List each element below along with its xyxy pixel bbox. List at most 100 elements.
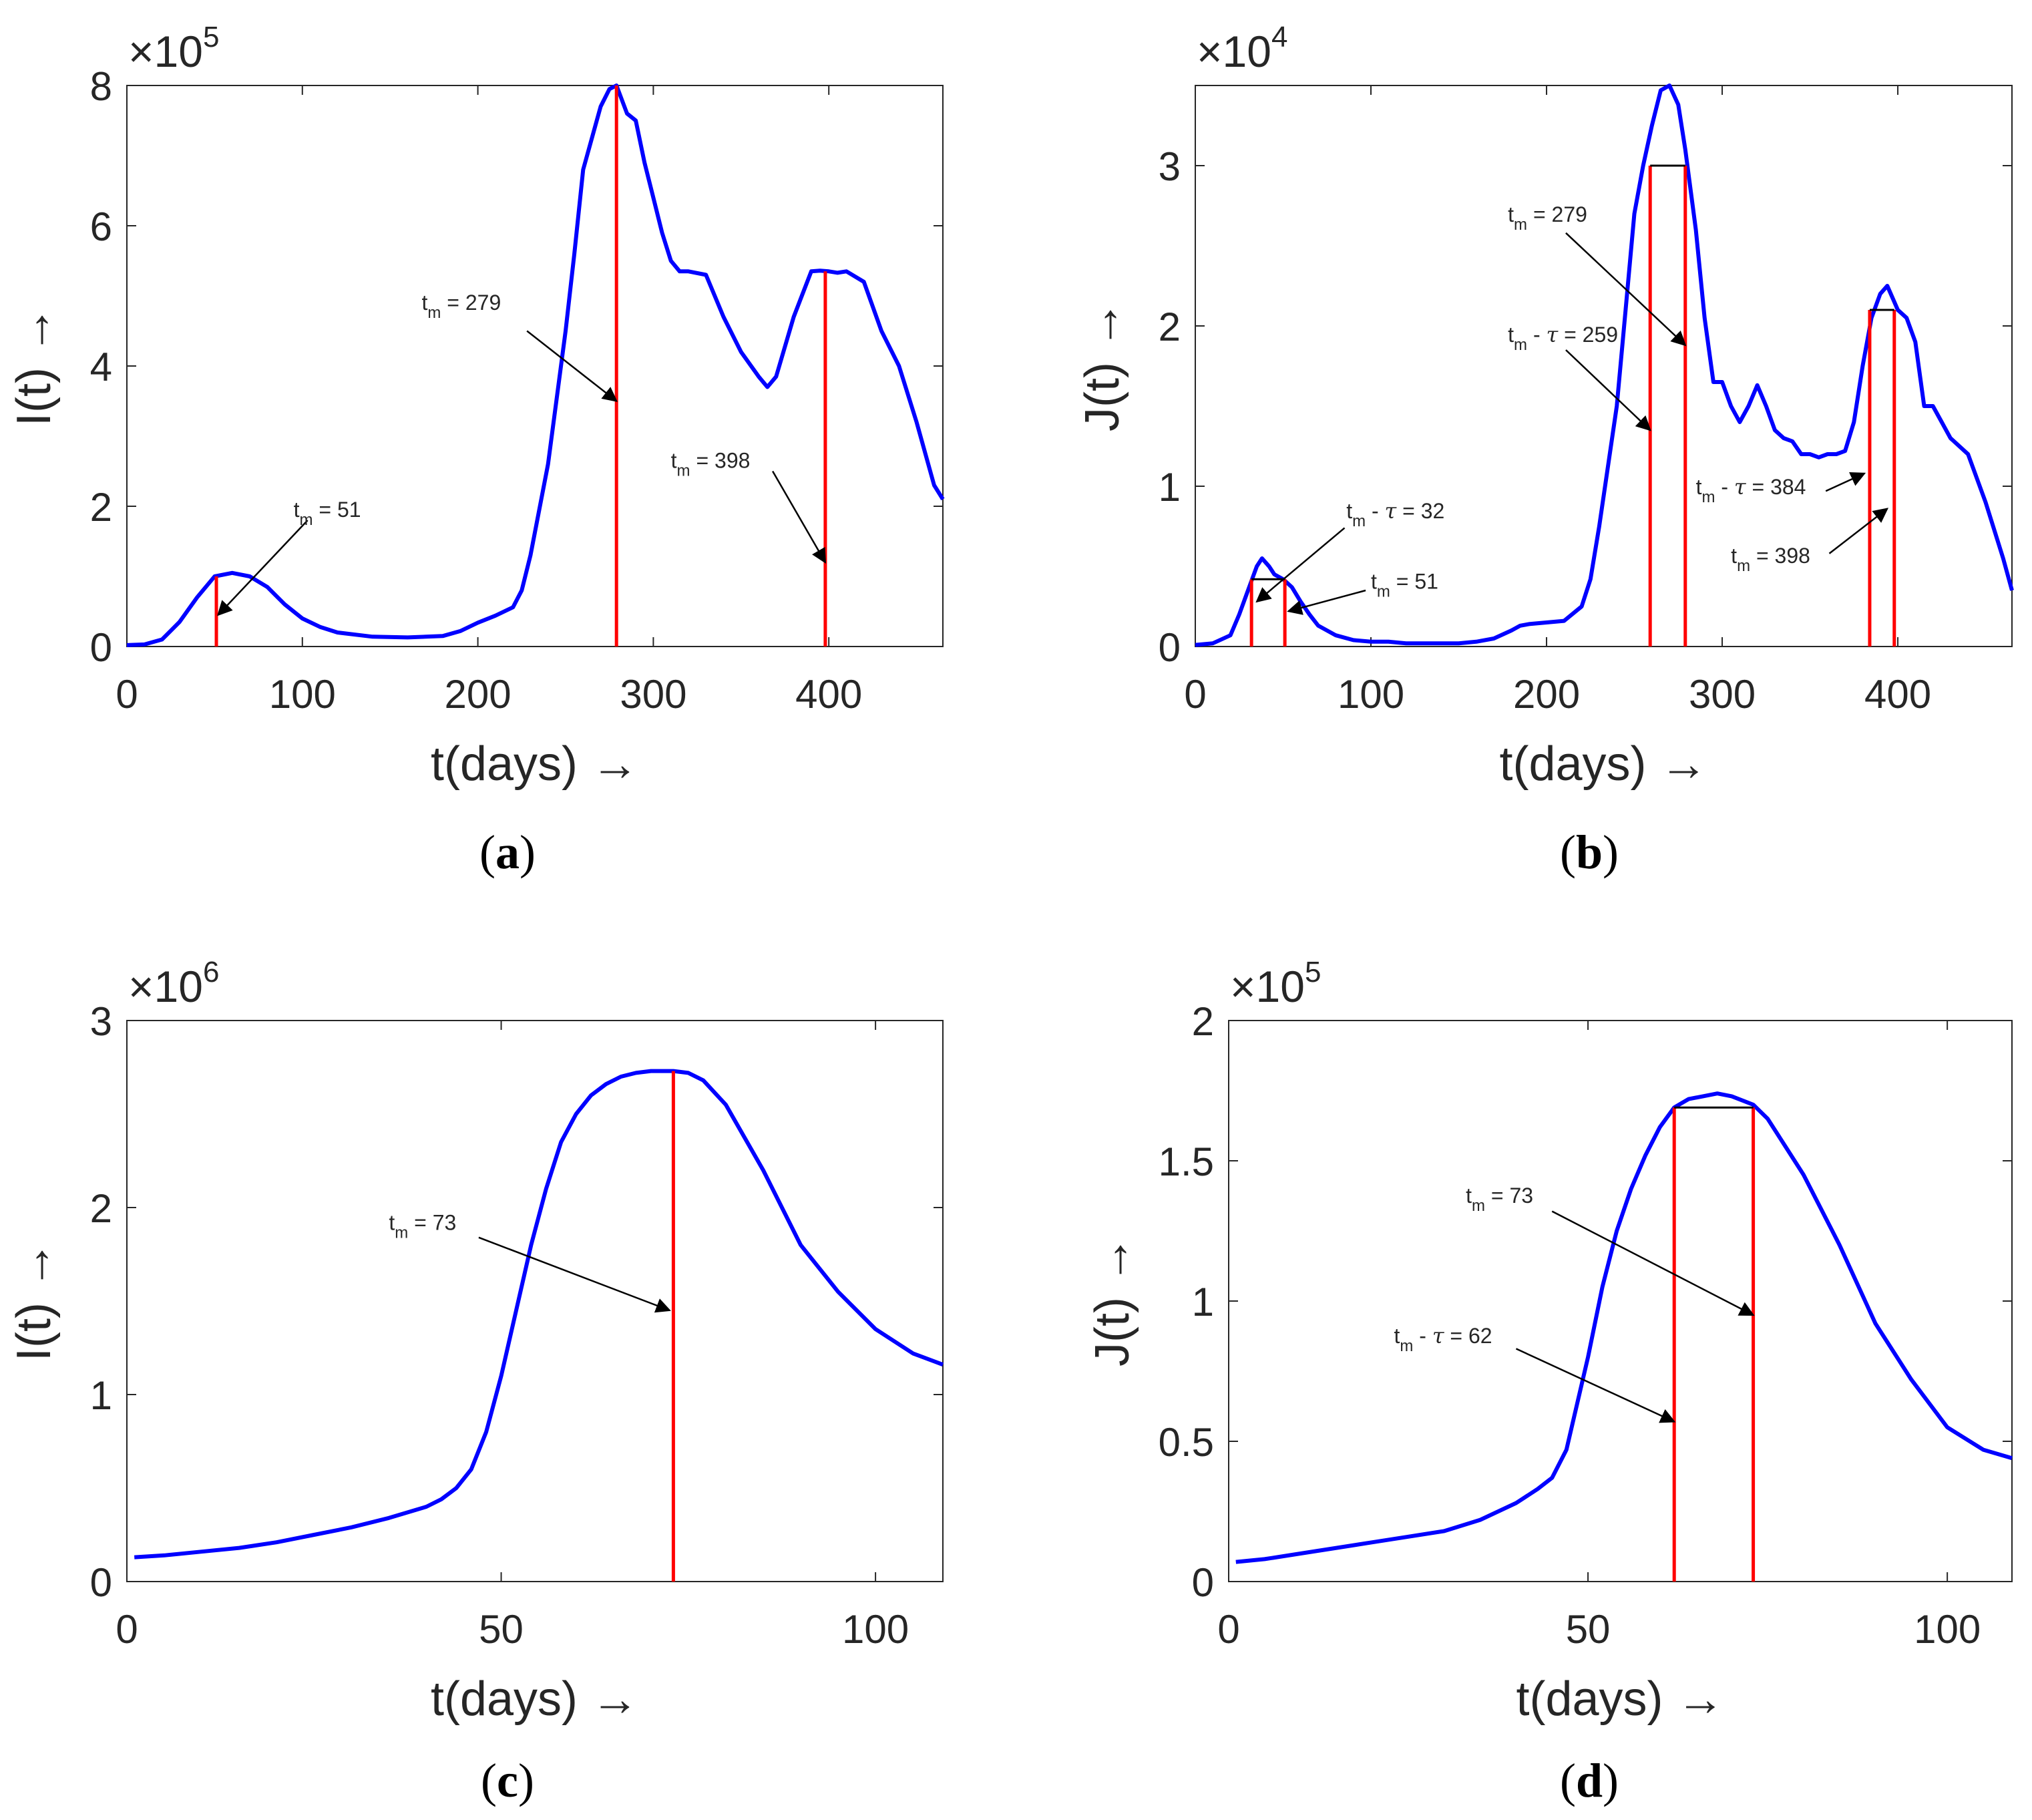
x-tick-label: 0	[116, 1607, 138, 1652]
annotation-value: = 384	[1746, 475, 1806, 499]
annotation-arrow	[772, 470, 827, 564]
caption-open: (	[1560, 1754, 1576, 1807]
caption-letter: c	[497, 1754, 518, 1807]
panel-caption: (a)	[479, 826, 536, 879]
annotation-minus: -	[1527, 323, 1546, 347]
annotation-sub: m	[1472, 1197, 1485, 1215]
annotation-base: t	[389, 1211, 395, 1235]
x-tick-label: 300	[620, 672, 686, 717]
annotation-sub: m	[1377, 583, 1390, 601]
annotation-label: tm = 398	[1731, 544, 1810, 575]
annotation-sub: m	[300, 511, 313, 529]
x-tick-label: 100	[842, 1607, 909, 1652]
y-axis-label: I(t) →	[7, 1241, 61, 1361]
exponent-label: ×105	[1230, 956, 1321, 1011]
exponent-base: ×10	[1230, 962, 1305, 1011]
annotation-base: t	[1696, 475, 1702, 499]
x-tick-label: 0	[116, 672, 138, 717]
annotation-base: t	[1346, 499, 1352, 523]
annotation-arrow	[1255, 527, 1346, 603]
y-tick-label: 1	[90, 1373, 112, 1418]
x-tick-label: 200	[1513, 672, 1580, 717]
plot-box	[126, 1020, 944, 1582]
x-axis-label: t(days) →	[1499, 737, 1707, 791]
annotation-minus: -	[1715, 475, 1734, 499]
x-axis-label: t(days) →	[431, 737, 639, 791]
y-tick-label: 2	[90, 485, 112, 530]
annotation-label: tm = 398	[671, 448, 751, 480]
y-tick-label: 0	[1159, 625, 1181, 670]
y-tick-label: 8	[90, 64, 112, 109]
x-tick-label: 300	[1689, 672, 1756, 717]
panel-d: 0 50 100 0 0.5 1 1.5 2 ×105 t(days) → J(t) → (d) tm …	[1086, 956, 2013, 1807]
annotation-base: t	[294, 498, 300, 522]
annotation-minus: -	[1366, 499, 1384, 523]
exponent-power: 6	[203, 956, 219, 988]
annotation-tau: τ	[1546, 322, 1559, 347]
annotation-label: tm - τ = 259	[1508, 322, 1618, 354]
plot-box	[1228, 1020, 2013, 1582]
caption-letter: a	[495, 826, 520, 879]
annotation-label: tm = 73	[1466, 1184, 1533, 1215]
panel-caption: (c)	[481, 1754, 534, 1807]
annotation-minus: -	[1413, 1324, 1432, 1348]
y-tick-label: 1.5	[1159, 1139, 1214, 1184]
caption-close: )	[520, 826, 536, 879]
caption-letter: b	[1576, 826, 1603, 879]
y-tick-label: 6	[90, 204, 112, 249]
x-axis-label: t(days) →	[1516, 1672, 1724, 1726]
annotation-sub: m	[677, 462, 690, 480]
y-tick-label: 0.5	[1159, 1420, 1214, 1465]
annotation-value: = 32	[1396, 499, 1444, 523]
y-axis-label: J(t) →	[1076, 301, 1129, 431]
exponent-base: ×10	[1197, 27, 1271, 76]
annotation-base: t	[1731, 544, 1737, 568]
plot-box	[126, 85, 944, 647]
x-tick-label: 100	[1914, 1607, 1981, 1652]
annotation-base: t	[1508, 202, 1514, 226]
annotation-sub: m	[1701, 488, 1715, 506]
annotation-arrow	[1551, 1210, 1755, 1316]
annotation-arrow	[1515, 1348, 1676, 1423]
exponent-power: 5	[1305, 956, 1321, 988]
annotation-value: = 279	[441, 291, 501, 315]
exponent-label: ×104	[1197, 21, 1287, 76]
annotation-value: = 73	[1485, 1184, 1533, 1208]
plot-box	[1195, 85, 2013, 647]
y-tick-label: 0	[1192, 1560, 1214, 1605]
caption-close: )	[518, 1754, 534, 1807]
annotation-arrow	[1287, 589, 1366, 615]
annotation-tau: τ	[1734, 474, 1747, 500]
caption-close: )	[1603, 826, 1619, 879]
annotation-sub: m	[1514, 216, 1527, 234]
exponent-power: 5	[203, 21, 219, 53]
annotation-value: = 51	[1390, 570, 1438, 594]
caption-close: )	[1603, 1754, 1619, 1807]
series-line	[126, 83, 945, 647]
annotation-arrow	[217, 520, 309, 616]
annotation-base: t	[421, 291, 427, 315]
y-tick-label: 1	[1159, 465, 1181, 510]
exponent-power: 4	[1271, 21, 1287, 53]
panel-c: 0 50 100 0 1 2 3 ×106 t(days) → I(t) → (c) tm = 73	[7, 956, 944, 1807]
caption-open: (	[479, 826, 495, 879]
y-axis-label: J(t) →	[1086, 1236, 1139, 1367]
y-tick-label: 1	[1192, 1280, 1214, 1324]
annotation-sub: m	[427, 304, 441, 322]
y-tick-label: 3	[1159, 144, 1181, 189]
annotation-label: tm = 51	[294, 498, 361, 529]
annotation-value: = 51	[313, 498, 361, 522]
annotation-base: t	[1371, 570, 1377, 594]
annotation-base: t	[1394, 1324, 1400, 1348]
y-tick-label: 2	[1159, 305, 1181, 349]
x-tick-label: 100	[1338, 672, 1404, 717]
caption-open: (	[1560, 826, 1576, 879]
exponent-label: ×105	[128, 21, 219, 76]
series-line	[1235, 1091, 2013, 1564]
annotation-value: = 398	[1750, 544, 1810, 568]
annotation-base: t	[1466, 1184, 1472, 1208]
annotation-arrow	[1828, 508, 1889, 554]
series-line	[1195, 83, 2014, 647]
annotation-label: tm = 279	[1508, 202, 1587, 234]
